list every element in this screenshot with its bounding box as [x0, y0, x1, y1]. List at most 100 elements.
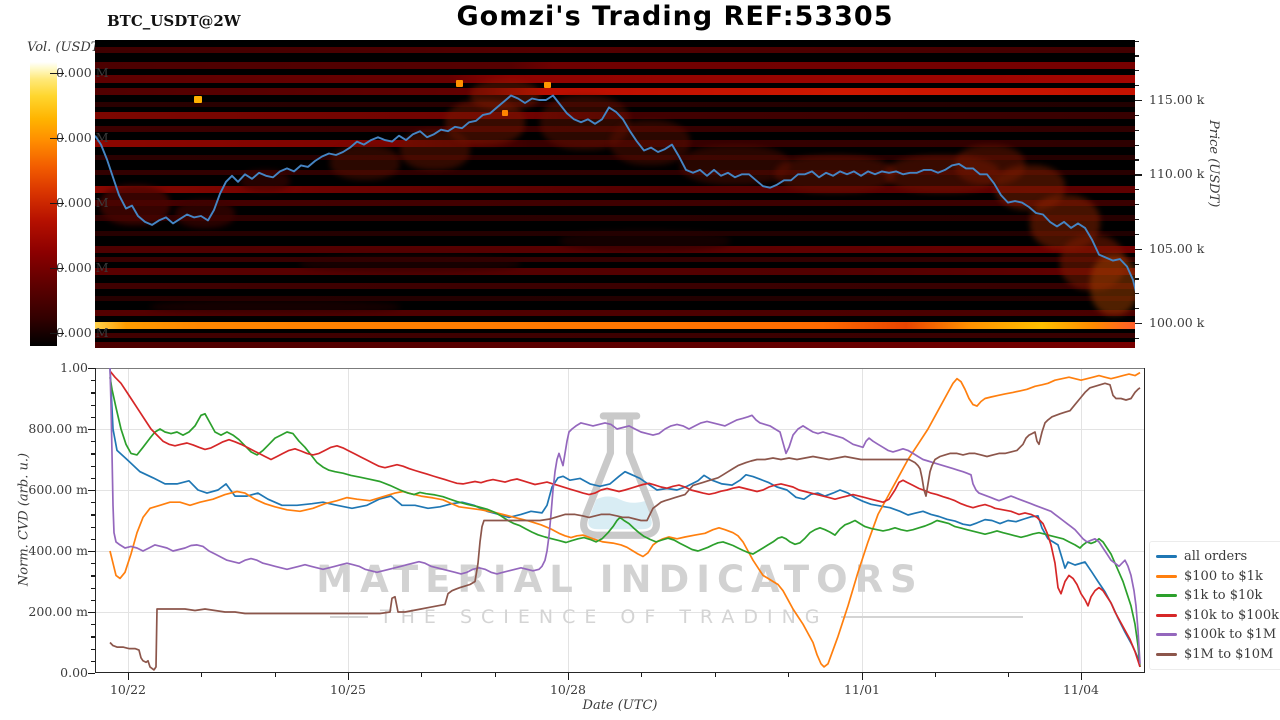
- price-tick: [1135, 204, 1139, 206]
- legend-line-swatch: [1156, 555, 1177, 559]
- series--100k-to-1m: [109, 368, 1141, 664]
- date-tick-label: 11/04: [1062, 682, 1100, 697]
- cvd-tick: [91, 660, 95, 662]
- date-minor-tick: [421, 673, 422, 677]
- price-tick-label: 105.00 k: [1149, 240, 1205, 256]
- date-tick: [128, 673, 130, 680]
- cvd-tick: [91, 416, 95, 418]
- liquidity-blob: [1090, 255, 1135, 315]
- price-tick-label: 110.00 k: [1149, 166, 1205, 182]
- liquidity-blob: [175, 200, 235, 228]
- colorbar-tick-label: 10.000 M: [48, 325, 109, 340]
- cvd-tick-label: 0.00: [60, 665, 88, 680]
- series--1m-to-10m: [109, 382, 1141, 671]
- v-gridline: [348, 368, 349, 673]
- liquidity-band: [95, 75, 1135, 83]
- cvd-tick: [88, 612, 95, 614]
- colorbar-tick-label: 40.000 M: [48, 130, 109, 145]
- date-tick: [1081, 673, 1083, 680]
- liquidity-band: [95, 283, 1135, 289]
- left-spine: [95, 368, 97, 673]
- cvd-tick: [91, 514, 95, 516]
- v-gridline: [568, 368, 569, 673]
- cvd-tick: [91, 563, 95, 565]
- cvd-tick: [91, 404, 95, 406]
- bottom-spine: [95, 672, 1145, 674]
- colorbar-tick: [50, 203, 64, 205]
- cvd-tick: [91, 526, 95, 528]
- colorbar-tick-label: 50.000 M: [48, 65, 109, 80]
- colorbar-tick-label: 30.000 M: [48, 195, 109, 210]
- colorbar-tick: [50, 73, 64, 75]
- date-minor-tick: [495, 673, 496, 677]
- liquidity-blob: [680, 145, 790, 185]
- liquidity-blob: [610, 120, 690, 165]
- date-minor-tick: [788, 673, 789, 677]
- h-gridline: [95, 612, 1145, 613]
- liquidity-dot: [544, 82, 551, 88]
- legend-item-label: $100k to $1M: [1184, 627, 1277, 643]
- date-tick-label: 10/25: [329, 682, 367, 697]
- cvd-tick: [91, 648, 95, 650]
- cvd-tick: [91, 465, 95, 467]
- instrument-label: BTC_USDT@2W: [107, 12, 241, 30]
- price-tick: [1135, 263, 1139, 265]
- price-tick: [1135, 218, 1139, 221]
- liquidity-band: [95, 322, 1135, 329]
- date-tick: [568, 673, 570, 680]
- liquidity-blob: [150, 300, 400, 314]
- liquidity-band: [95, 296, 1135, 301]
- liquidity-blob: [330, 145, 400, 180]
- liquidity-band: [95, 200, 1135, 206]
- price-tick: [1135, 70, 1139, 72]
- liquidity-blob: [470, 80, 540, 110]
- legend-item: $1M to $10M: [1156, 645, 1279, 665]
- cvd-tick-label: 1.00: [60, 360, 88, 375]
- price-tick: [1135, 159, 1139, 161]
- legend-item-label: $1M to $10M: [1184, 646, 1274, 662]
- price-line-layer: [95, 94, 1135, 293]
- cvd-tick: [88, 368, 95, 370]
- cvd-tick: [88, 429, 95, 431]
- date-minor-tick: [641, 673, 642, 677]
- legend-line-swatch: [1156, 652, 1177, 656]
- cvd-plot-area: MATERIAL INDICATORS THE SCIENCE OF TRADI…: [95, 368, 1146, 674]
- cvd-tick: [91, 380, 95, 382]
- liquidity-blob: [400, 130, 470, 170]
- legend-item-label: $100 to $1k: [1184, 568, 1263, 584]
- cvd-tick: [91, 636, 95, 638]
- colorbar-tick-label: 20.000 M: [48, 260, 109, 275]
- cvd-tick: [91, 624, 95, 626]
- colorbar-title: Vol. (USDT): [27, 40, 105, 55]
- date-minor-tick: [201, 673, 202, 677]
- v-gridline: [128, 368, 129, 673]
- price-tick: [1135, 189, 1139, 191]
- liquidity-band: [95, 268, 1135, 275]
- price-tick: [1135, 174, 1142, 176]
- price-tick: [1135, 308, 1139, 310]
- legend-line-swatch: [1156, 633, 1177, 637]
- liquidity-band: [95, 310, 1135, 316]
- price-tick: [1135, 144, 1139, 146]
- price-tick: [1135, 337, 1139, 340]
- liquidity-band: [95, 140, 1135, 147]
- series--1k-to-10k: [109, 377, 1141, 667]
- liquidity-band: [95, 333, 1135, 338]
- liquidity-blob: [100, 185, 170, 225]
- price-axis-title: Price (USDT): [1206, 120, 1221, 208]
- liquidity-band: [95, 170, 1135, 175]
- colorbar-tick: [50, 268, 64, 270]
- price-tick: [1135, 85, 1139, 87]
- price-tick-label: 115.00 k: [1149, 92, 1205, 107]
- cvd-tick: [88, 490, 95, 492]
- liquidity-blob: [560, 230, 730, 252]
- liquidity-band: [95, 62, 1135, 69]
- price-tick: [1135, 40, 1139, 42]
- price-tick: [1135, 248, 1142, 250]
- cvd-tick: [91, 587, 95, 589]
- series--100-to-1k: [109, 371, 1141, 668]
- liquidity-dot: [456, 80, 463, 87]
- legend-line-swatch: [1156, 594, 1177, 598]
- legend-item: $1k to $10k: [1156, 586, 1279, 606]
- date-tick-label: 11/01: [843, 682, 881, 697]
